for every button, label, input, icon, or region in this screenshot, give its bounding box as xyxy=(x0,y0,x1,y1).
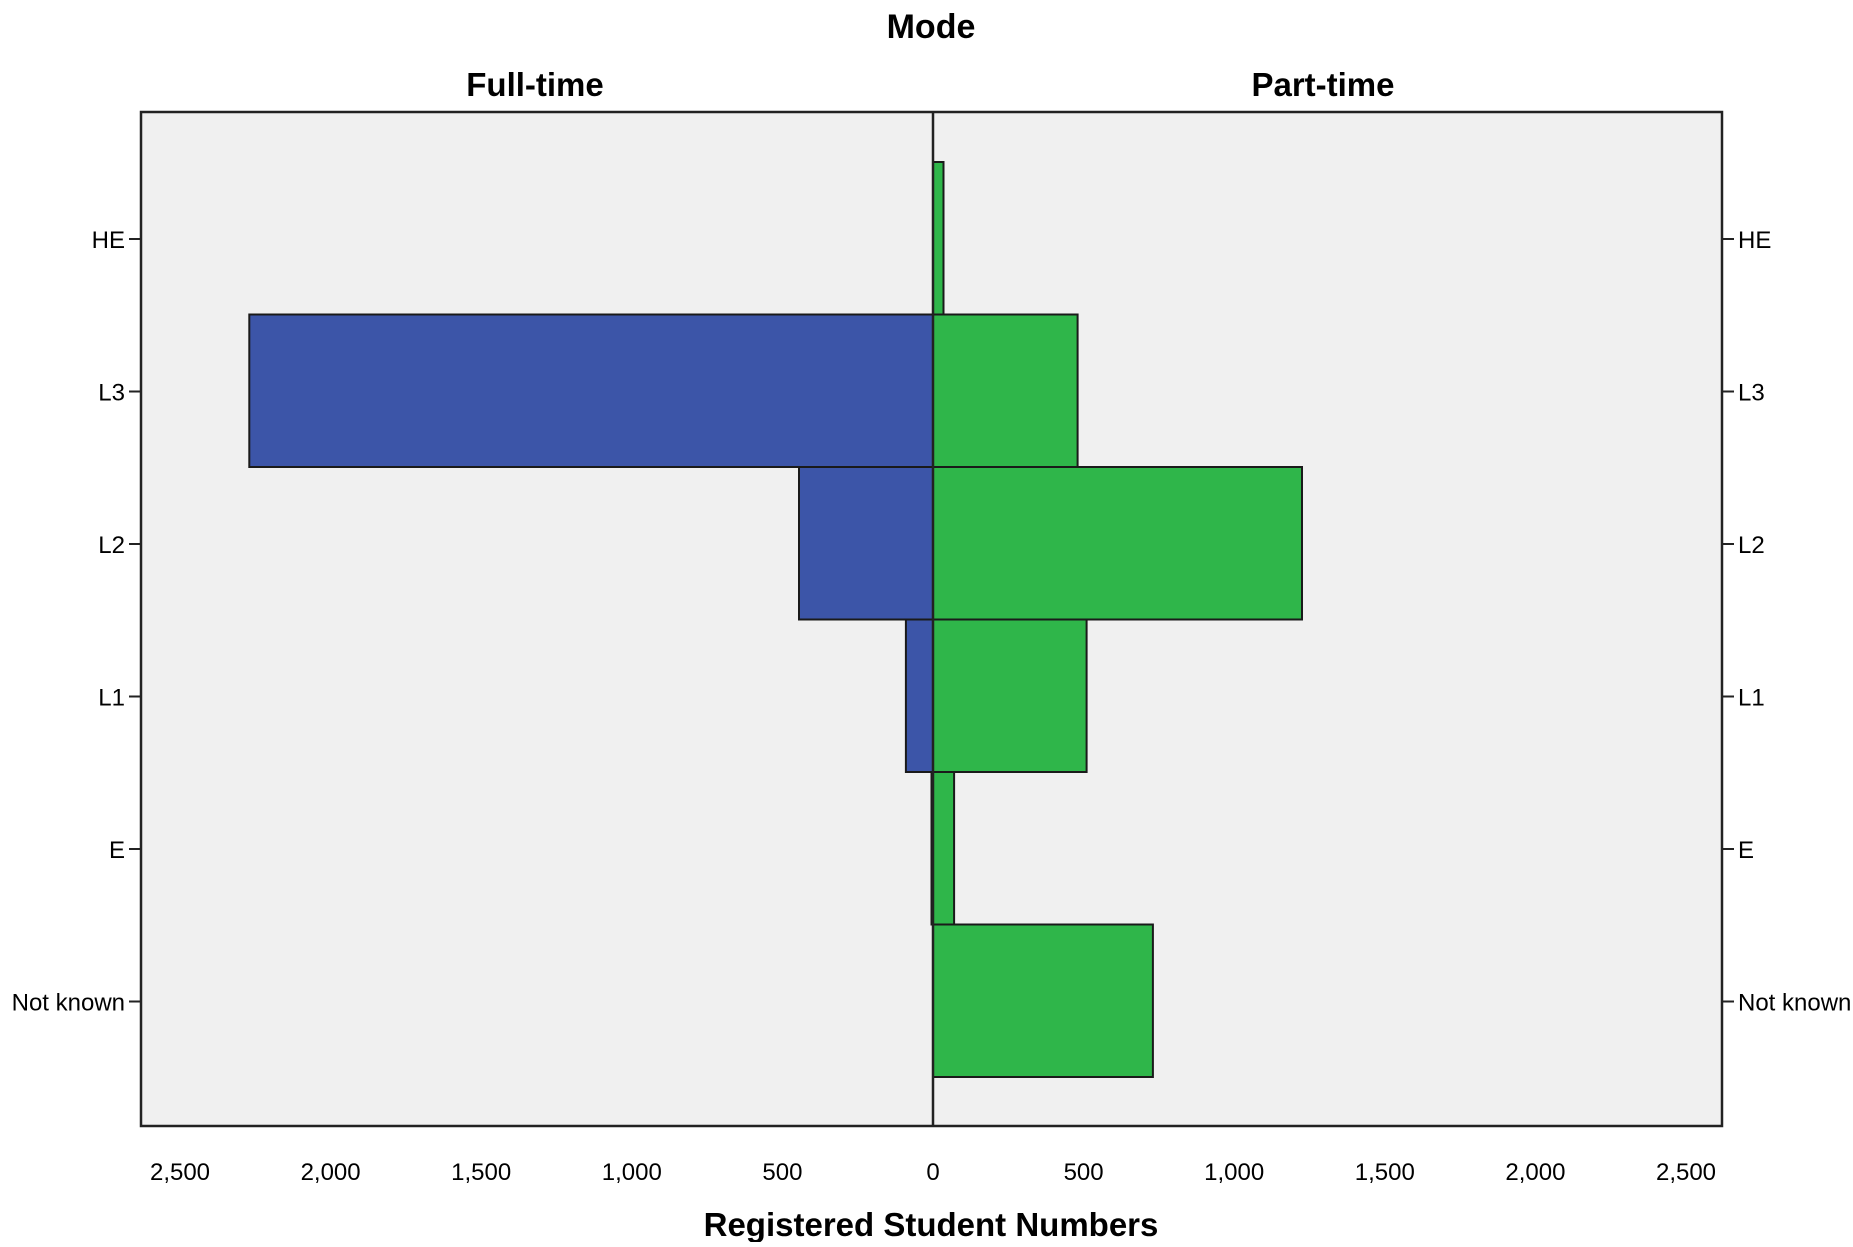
right-category-label: L1 xyxy=(1738,685,1765,712)
right-category-label: HE xyxy=(1738,227,1771,254)
bar-full-time-l1 xyxy=(904,618,935,773)
axes-layer: HE HE L3 L3 L2 L2 L1 L1 E E Not known Not known 2,50… xyxy=(12,110,1851,1186)
left-category-label: L3 xyxy=(98,380,125,407)
right-x-tick-label: 1,500 xyxy=(1355,1159,1415,1186)
bar-part-time-l2 xyxy=(932,466,1303,621)
right-x-tick-label: 500 xyxy=(1064,1159,1104,1186)
left-category-label: Not known xyxy=(12,990,125,1017)
left-x-tick-label: 2,000 xyxy=(301,1159,361,1186)
left-x-tick-label: 2,500 xyxy=(150,1159,210,1186)
bar-part-time-he xyxy=(932,161,945,316)
left-category-label: HE xyxy=(92,227,125,254)
right-category-label: Not known xyxy=(1738,990,1851,1017)
right-panel-title: Part-time xyxy=(1251,66,1394,103)
left-category-label: L1 xyxy=(98,685,125,712)
plot-frame xyxy=(139,110,1724,1128)
x-axis-title: Registered Student Numbers xyxy=(704,1206,1159,1242)
bar-part-time-l3 xyxy=(932,313,1079,468)
right-category-label: E xyxy=(1738,837,1754,864)
bar-part-time-l1 xyxy=(932,618,1088,773)
bar-full-time-l3 xyxy=(248,313,935,468)
bars-layer xyxy=(248,161,1303,1078)
bar-part-time-e xyxy=(932,771,956,926)
chart-title: Mode xyxy=(887,8,976,46)
bar-part-time-not-known xyxy=(932,923,1154,1078)
right-category-label: L2 xyxy=(1738,532,1765,559)
right-x-tick-label: 1,000 xyxy=(1204,1159,1264,1186)
left-x-tick-label: 1,000 xyxy=(602,1159,662,1186)
left-category-label: L2 xyxy=(98,532,125,559)
left-x-tick-label: 500 xyxy=(762,1159,802,1186)
bar-full-time-l2 xyxy=(798,466,934,621)
right-category-label: L3 xyxy=(1738,380,1765,407)
left-category-label: E xyxy=(109,837,125,864)
left-x-tick-label: 1,500 xyxy=(451,1159,511,1186)
right-x-tick-label: 2,000 xyxy=(1505,1159,1565,1186)
right-x-tick-label: 2,500 xyxy=(1656,1159,1716,1186)
left-panel-title: Full-time xyxy=(466,66,604,103)
left-x-tick-label: 0 xyxy=(926,1159,939,1186)
